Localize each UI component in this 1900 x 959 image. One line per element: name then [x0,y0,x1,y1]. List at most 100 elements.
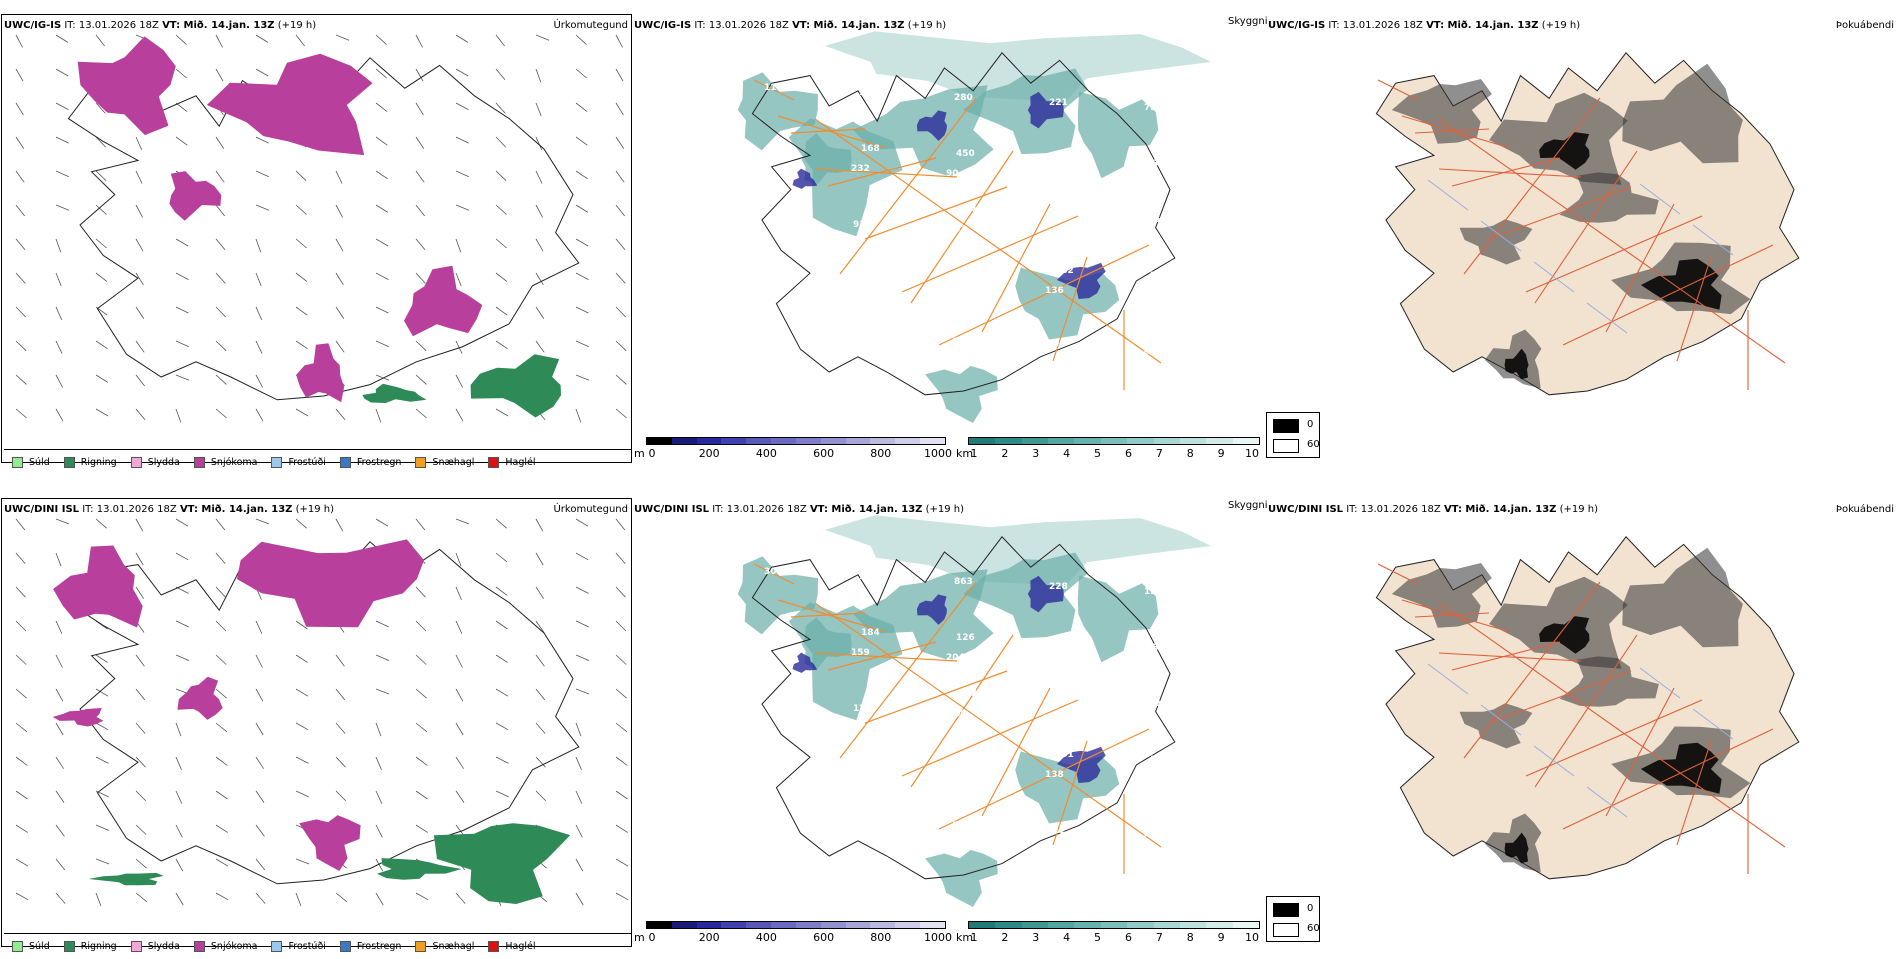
colorbar-tick: 1000 [924,447,952,460]
wind-barb [535,790,547,802]
cloud-height-label: 101 [1148,699,1167,709]
cloud-height-label: 201 [1055,750,1074,760]
wind-barb [135,586,144,599]
wind-barb [215,688,227,699]
fog-area [1489,576,1628,669]
wind-barb [575,620,589,628]
wind-barb [455,408,464,422]
colorbar-step [1021,922,1049,928]
low-cloud-core [916,110,947,141]
wind-barb [135,552,144,566]
wind-barb [215,620,227,632]
road [839,97,977,275]
wind-barb [295,722,309,731]
colorbar-step [1048,438,1075,444]
wind-barb [575,824,583,838]
fog-map [1375,536,1800,880]
cloud-height-label: 228 [1049,582,1068,592]
wind-barb [535,340,545,353]
fog-legend-light-label: 60 [1307,923,1320,934]
wind-barb [255,306,263,320]
colorbar-step [870,922,896,928]
cloud-height-label: 138 [1045,770,1064,780]
colorbar-unit: m [634,931,645,944]
snow-area [296,343,345,403]
wind-barb [135,374,145,387]
wind-barb [95,272,108,282]
colorbar-tick: 3 [1032,447,1040,460]
cloud-height-label: 236 [1146,159,1165,169]
precip-type-panel: Súld Rigning Slydda Snjókoma Frostúði Frostre… [0,0,634,468]
colorbar-step [895,438,921,444]
colorbar-unit: km [956,931,974,944]
wind-barb [135,790,147,802]
wind-barb [255,620,263,634]
wind-barb [455,654,463,668]
panel-title: Skyggni [1228,500,1268,511]
wind-barb [215,272,226,284]
colorbar-step [1048,922,1075,928]
wind-barb [55,136,69,144]
wind-barb [495,34,505,47]
wind-barb [295,892,302,907]
cloud-height-label: 863 [954,577,973,587]
panel-header: UWC/DINI ISL IT: 13.01.2026 18Z VT: Mið.… [4,504,335,515]
wind-barb [55,204,70,211]
wind-barb [335,518,344,532]
colorbar-step [1074,922,1101,928]
road [981,687,1051,817]
wind-barb [175,136,188,146]
colorbar-tick: 800 [870,931,892,944]
wind-barb [335,654,345,667]
wind-barb [415,756,428,766]
colorbar-tick: 7 [1155,931,1163,944]
wind-barb [175,756,182,771]
colorbar-tick: 10 [1245,447,1259,460]
wind-barb [375,34,387,45]
low-cloud-core [916,594,947,625]
wind-barb [15,102,24,116]
wind-barb [55,306,63,320]
wind-barb [15,340,27,351]
wind-barb [215,34,223,48]
cloud-height-label: 429 [1152,811,1171,821]
wind-barb [415,204,425,217]
cloud-height-label: 582 [1055,266,1074,276]
wind-barb [375,654,390,661]
visibility-cloud [825,515,1211,586]
precip-areas [52,539,571,904]
wind-barb [335,688,346,701]
wind-barb [335,272,344,286]
cloud-height-label: 122 [1150,755,1169,765]
colorbar-step [820,922,846,928]
wind-barb [15,586,26,598]
wind-barb [575,272,589,280]
legend-item: Súld [12,456,50,468]
wind-barb [335,408,346,420]
wind-barb [335,722,346,734]
road [1525,215,1703,293]
colorbar-step [771,922,796,928]
wind-barb [15,136,25,149]
wind-barb [415,272,426,284]
wind-barb [615,68,624,82]
precip-areas [77,36,561,418]
wind-barb [535,204,543,218]
road [1562,244,1774,346]
road [910,634,1014,788]
wind-barb [495,756,509,764]
river [1480,220,1522,252]
wind-barb [615,892,629,901]
wind-barb [15,518,26,531]
colorbar-step [1206,438,1233,444]
wind-barb [135,654,145,667]
wind-barb [535,306,545,319]
wind-barb [535,688,546,701]
wind-barb [15,892,29,901]
wind-barb [295,34,305,47]
wind-barb [135,858,147,869]
colorbar-tick: 600 [813,447,835,460]
wind-barb [615,272,626,284]
road [777,115,887,149]
snow-area [299,815,361,871]
